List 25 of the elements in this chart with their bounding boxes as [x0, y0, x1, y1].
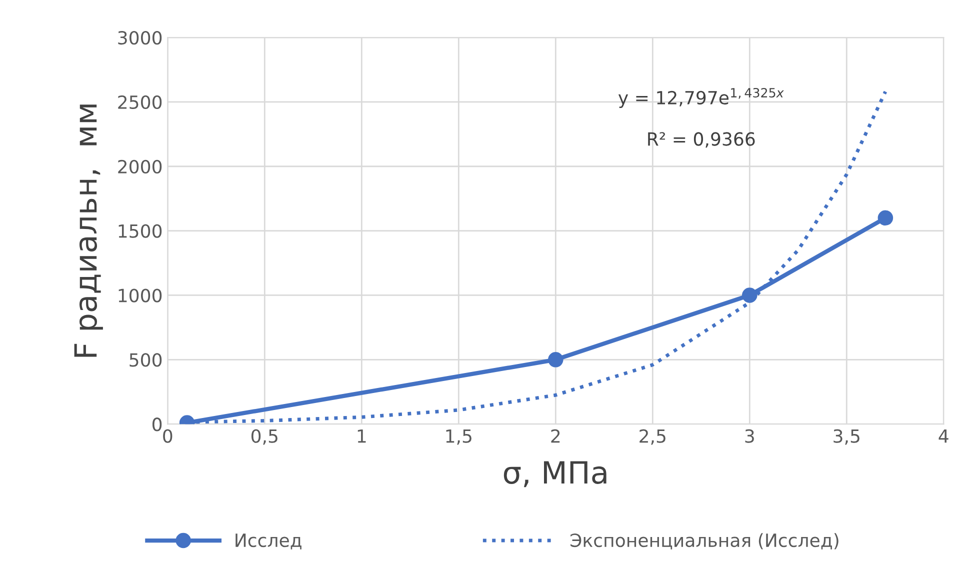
- point: [878, 210, 894, 226]
- y-tick-label: 3000: [118, 30, 162, 45]
- y-tick-label: 1000: [118, 288, 162, 302]
- annotation: y = 12,797e$^{1,4325x}$: [618, 88, 784, 108]
- y-tick-label: 0: [152, 418, 162, 432]
- x-tick-label: 2: [551, 429, 560, 443]
- annotation: R² = 0,9366: [648, 132, 755, 148]
- point: [548, 352, 564, 368]
- y-tick-label: 2000: [118, 160, 162, 174]
- y-axis-title: F радиальн, мм: [74, 104, 103, 357]
- y-tick-label: 2500: [118, 95, 162, 110]
- x-tick-label: 1,5: [446, 430, 472, 445]
- y-tick-label: 1500: [118, 224, 162, 238]
- x-tick-label: 1: [358, 430, 366, 443]
- legend-label: Экспоненциальная (Исслед): [570, 533, 838, 550]
- y-tick-label: 500: [130, 353, 162, 367]
- x-tick-label: 4: [938, 430, 948, 443]
- x-axis-title: σ, МПа: [504, 461, 606, 488]
- x-tick-label: 0: [163, 429, 172, 443]
- x-tick-label: 2,5: [640, 429, 666, 445]
- legend-label: Исслед: [236, 534, 302, 550]
- x-tick-label: 3,5: [834, 429, 860, 445]
- x-tick-label: 3: [745, 429, 754, 443]
- x-tick-label: 0,5: [251, 429, 278, 445]
- point: [742, 288, 758, 303]
